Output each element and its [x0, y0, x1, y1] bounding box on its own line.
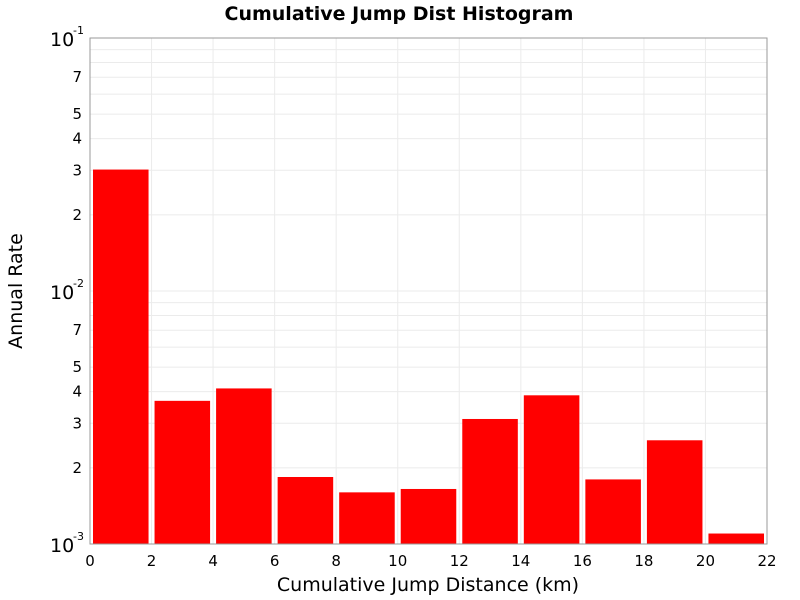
histogram-bar — [523, 395, 580, 544]
histogram-bar — [339, 492, 395, 544]
y-major-tick-base: 10 — [50, 29, 74, 51]
y-tick-label: 7 — [72, 68, 82, 86]
x-tick-label: 22 — [757, 552, 776, 570]
histogram-bar — [400, 488, 457, 544]
y-tick-label: 2 — [72, 459, 82, 477]
x-tick-label: 6 — [270, 552, 280, 570]
chart-title: Cumulative Jump Dist Histogram — [225, 3, 574, 25]
y-tick-label: 4 — [72, 383, 82, 401]
x-axis-label: Cumulative Jump Distance (km) — [277, 574, 579, 596]
y-tick-label: 7 — [72, 321, 82, 339]
histogram-bar — [154, 400, 211, 544]
x-tick-label: 14 — [511, 552, 530, 570]
bars — [93, 169, 764, 545]
y-tick-label: 4 — [72, 130, 82, 148]
y-tick-label: 3 — [72, 161, 82, 179]
y-tick-label: 3 — [72, 414, 82, 432]
grid-lines — [89, 38, 768, 545]
x-tick-label: 10 — [388, 552, 407, 570]
histogram-bar — [462, 418, 518, 544]
y-axis-label: Annual Rate — [5, 233, 27, 349]
y-tick-label: 2 — [72, 206, 82, 224]
x-tick-label: 2 — [147, 552, 157, 570]
x-tick-label: 4 — [208, 552, 218, 570]
y-major-tick-base: 10 — [50, 282, 74, 304]
x-tick-label: 0 — [85, 552, 95, 570]
histogram-bar — [216, 388, 272, 544]
histogram-bar — [646, 440, 703, 544]
y-major-tick-exponent: -2 — [73, 277, 84, 290]
histogram-bar — [708, 533, 764, 544]
y-tick-label: 5 — [72, 105, 82, 123]
x-tick-label: 18 — [634, 552, 653, 570]
x-tick-labels: 0 2 4 6 8 10 12 14 16 18 20 22 — [85, 552, 776, 570]
histogram-bar — [277, 477, 334, 544]
histogram-bar — [585, 479, 641, 544]
y-major-tick-base: 10 — [50, 535, 74, 557]
x-tick-label: 12 — [450, 552, 469, 570]
x-tick-label: 8 — [331, 552, 341, 570]
y-major-tick-exponent: -3 — [73, 530, 84, 543]
plot-frame — [89, 37, 768, 545]
y-tick-label: 5 — [72, 358, 82, 376]
histogram-bar — [93, 169, 149, 545]
y-major-tick-exponent: -1 — [73, 24, 84, 37]
x-tick-label: 16 — [573, 552, 592, 570]
x-tick-label: 20 — [696, 552, 715, 570]
